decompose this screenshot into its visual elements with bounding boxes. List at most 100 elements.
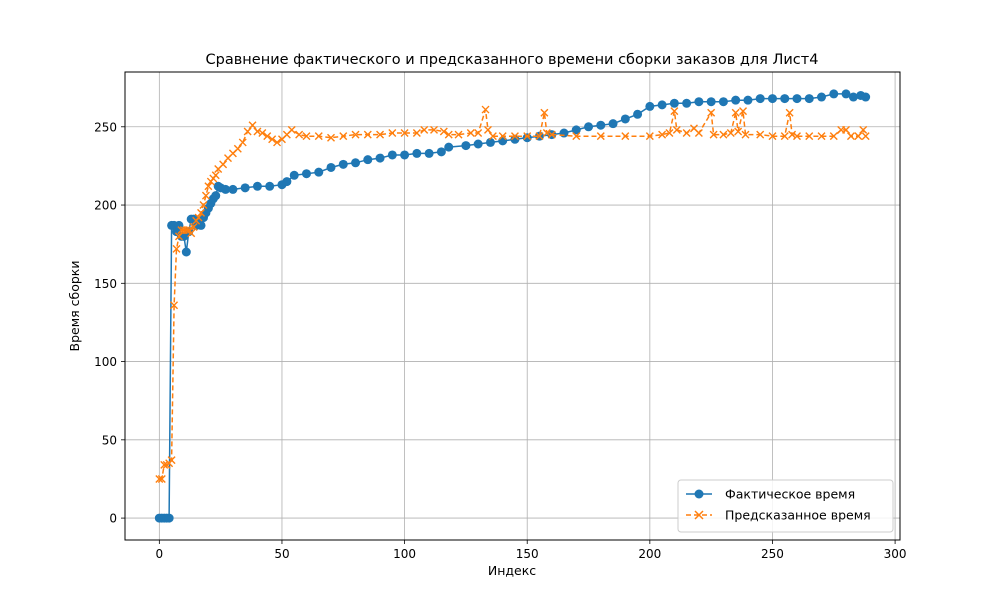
data-point [780, 94, 790, 104]
data-point [694, 129, 703, 138]
data-point [174, 232, 183, 241]
data-point [194, 213, 203, 222]
data-point [167, 456, 176, 465]
data-point [466, 129, 475, 138]
data-point [273, 138, 282, 147]
data-point [338, 159, 348, 169]
data-point [436, 147, 446, 157]
data-point [572, 132, 581, 141]
data-point [768, 132, 777, 141]
data-point [160, 460, 169, 469]
data-point [155, 474, 164, 483]
data-point [645, 101, 655, 111]
data-point [731, 108, 740, 117]
data-point [709, 130, 718, 139]
data-point [282, 177, 292, 187]
data-point [412, 129, 421, 138]
x-tick-label: 200 [638, 547, 661, 561]
data-point [265, 181, 275, 191]
plot-frame [124, 71, 901, 541]
data-point [302, 132, 311, 141]
data-point [658, 130, 667, 139]
data-point [187, 229, 196, 238]
data-point [387, 150, 397, 160]
data-point [817, 92, 827, 102]
data-point [792, 94, 802, 104]
data-point [420, 125, 429, 134]
data-point [461, 141, 471, 151]
data-point [248, 121, 257, 130]
data-point [400, 150, 410, 160]
data-point [228, 184, 238, 194]
data-point [201, 191, 210, 200]
data-point [510, 134, 520, 144]
data-point [805, 132, 814, 141]
data-point [788, 130, 797, 139]
data-point [289, 170, 299, 180]
data-point [571, 125, 581, 135]
data-point [755, 94, 765, 104]
data-point [498, 132, 507, 141]
data-point [164, 513, 174, 523]
data-point [238, 138, 247, 147]
data-point [287, 125, 296, 134]
data-point [483, 125, 492, 134]
data-point [682, 129, 691, 138]
data-point [258, 129, 267, 138]
data-point [363, 130, 372, 139]
data-point [412, 148, 422, 158]
data-point [672, 125, 681, 134]
grid [125, 72, 900, 540]
data-point [731, 95, 741, 105]
data-point [488, 132, 497, 141]
legend-label-actual: Фактическое время [725, 487, 855, 502]
data-point [859, 125, 868, 134]
y-tick-label: 250 [94, 120, 117, 134]
data-point [295, 130, 304, 139]
x-tick-label: 50 [274, 547, 289, 561]
data-point [233, 144, 242, 153]
data-point [804, 94, 814, 104]
data-point [792, 132, 801, 141]
data-point [339, 132, 348, 141]
x-axis-label: Индекс [488, 563, 536, 578]
data-point [375, 153, 385, 163]
legend-box [677, 479, 894, 533]
data-point [707, 108, 716, 117]
data-point [197, 208, 206, 217]
data-point [189, 222, 198, 231]
data-point [741, 130, 750, 139]
data-point [314, 167, 324, 177]
data-point [535, 132, 544, 141]
y-tick-label: 100 [94, 355, 117, 369]
legend-marker-predicted [694, 510, 704, 520]
x-tick-label: 150 [516, 547, 539, 561]
data-point [846, 132, 855, 141]
data-point [454, 130, 463, 139]
y-tick-label: 0 [109, 512, 117, 526]
data-point [633, 109, 643, 119]
data-point [718, 97, 728, 107]
y-axis-label: Время сборки [67, 261, 82, 352]
data-point [221, 184, 231, 194]
data-point [327, 133, 336, 142]
data-point [861, 92, 871, 102]
data-point [240, 183, 250, 193]
data-point [430, 125, 439, 134]
data-point [170, 301, 179, 310]
chart-title: Сравнение фактического и предсказанного … [206, 52, 819, 68]
data-point [243, 127, 252, 136]
data-point [376, 130, 385, 139]
data-point [584, 122, 594, 132]
data-point [726, 129, 735, 138]
data-point [481, 105, 490, 114]
data-point [199, 201, 208, 210]
legend-entry-predicted: Предсказанное время [686, 508, 871, 523]
x-axis: 0 50 100 150 200 250 300 [156, 540, 907, 561]
data-point [719, 130, 728, 139]
data-point [842, 125, 851, 134]
data-point [252, 181, 262, 191]
data-point [780, 132, 789, 141]
legend-label-predicted: Предсказанное время [725, 508, 871, 523]
